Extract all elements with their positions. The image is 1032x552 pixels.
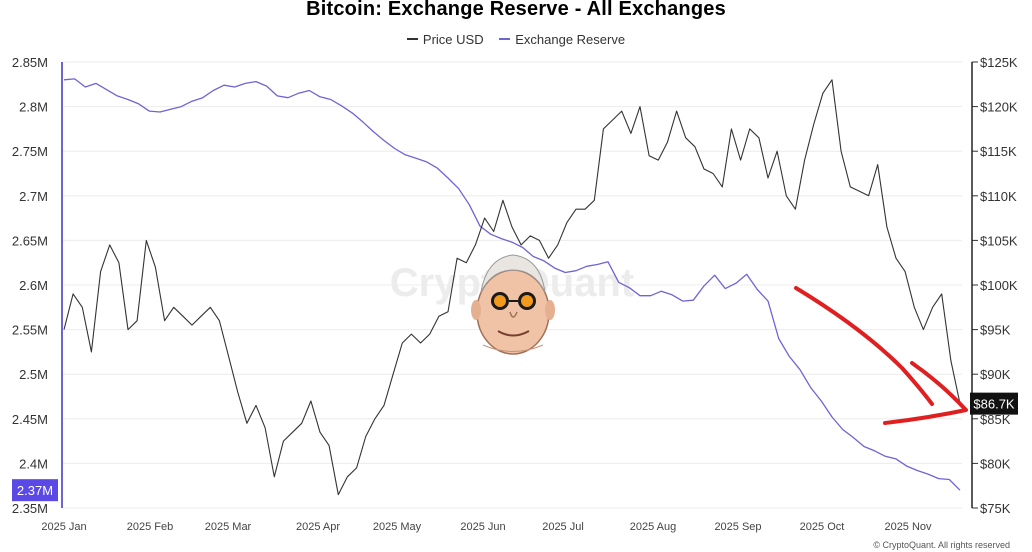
x-tick-label: 2025 Apr bbox=[296, 521, 340, 533]
x-tick-label: 2025 Nov bbox=[884, 521, 932, 533]
axes: 2.85M 2.8M 2.75M 2.7M 2.65M 2.6M 2.55M 2.5M 2.45… bbox=[12, 55, 1018, 533]
y-left-tick-label: 2.85M bbox=[12, 55, 48, 70]
x-tick-label: 2025 May bbox=[373, 521, 422, 533]
legend: Price USD Exchange Reserve bbox=[0, 28, 1032, 47]
x-tick-label: 2025 Oct bbox=[800, 521, 845, 533]
x-tick-label: 2025 Feb bbox=[127, 521, 173, 533]
y-right-tick-label: $85K bbox=[980, 412, 1011, 427]
current-reserve-badge bbox=[12, 479, 58, 502]
series-line-exchange-reserve bbox=[63, 78, 961, 491]
y-left-tick-label: 2.7M bbox=[19, 189, 48, 204]
y-left-tick-label: 2.4M bbox=[19, 456, 48, 471]
x-tick-label: 2025 Aug bbox=[630, 521, 677, 533]
y-left-tick-label: 2.65M bbox=[12, 233, 48, 248]
y-right-tick-label: $125K bbox=[980, 55, 1018, 70]
y-left-tick-label: 2.55M bbox=[12, 323, 48, 338]
y-right-tick-label: $90K bbox=[980, 367, 1011, 382]
current-price-badge bbox=[970, 392, 1018, 415]
series-lines bbox=[63, 78, 961, 496]
current-price-label: $86.7K bbox=[973, 397, 1015, 412]
y-left-tick-label: 2.35M bbox=[12, 501, 48, 516]
x-tick-label: 2025 Jul bbox=[542, 521, 584, 533]
x-tick-label: 2025 Sep bbox=[714, 521, 761, 533]
red-arrow-annotation bbox=[794, 286, 968, 425]
y-left-tick-label: 2.75M bbox=[12, 144, 48, 159]
x-tick-label: 2025 Jan bbox=[41, 521, 86, 533]
y-left-tick-label: 2.45M bbox=[12, 412, 48, 427]
legend-item-reserve[interactable]: Exchange Reserve bbox=[499, 32, 625, 47]
y-right-tick-label: $105K bbox=[980, 233, 1018, 248]
chart-title: Bitcoin: Exchange Reserve - All Exchange… bbox=[306, 0, 726, 20]
y-left-tick-label: 2.5M bbox=[19, 367, 48, 382]
y-left-tick-label: 2.6M bbox=[19, 278, 48, 293]
legend-item-price[interactable]: Price USD bbox=[406, 31, 484, 47]
legend-label-price: Price USD bbox=[422, 31, 484, 47]
legend-swatch-price bbox=[406, 38, 418, 40]
series-line-price-usd bbox=[63, 79, 961, 496]
legend-label-reserve: Exchange Reserve bbox=[515, 31, 626, 47]
y-left-tick-label: 2.8M bbox=[19, 100, 48, 115]
y-right-tick-label: $110K bbox=[980, 189, 1017, 204]
x-tick-label: 2025 Jun bbox=[460, 521, 505, 533]
copyright-footer: © CryptoQuant. All rights reserved bbox=[873, 540, 1010, 550]
y-right-tick-label: $120K bbox=[980, 100, 1018, 115]
legend-swatch-reserve bbox=[499, 38, 511, 40]
y-right-tick-label: $95K bbox=[980, 323, 1011, 338]
x-tick-label: 2025 Mar bbox=[205, 521, 252, 533]
current-reserve-label: 2.37M bbox=[17, 483, 53, 498]
y-right-tick-label: $100K bbox=[980, 278, 1018, 293]
mascot-face-icon bbox=[471, 254, 555, 355]
y-right-tick-label: $115K bbox=[980, 144, 1017, 159]
y-right-tick-label: $75K bbox=[980, 501, 1011, 516]
y-right-tick-label: $80K bbox=[980, 456, 1011, 471]
